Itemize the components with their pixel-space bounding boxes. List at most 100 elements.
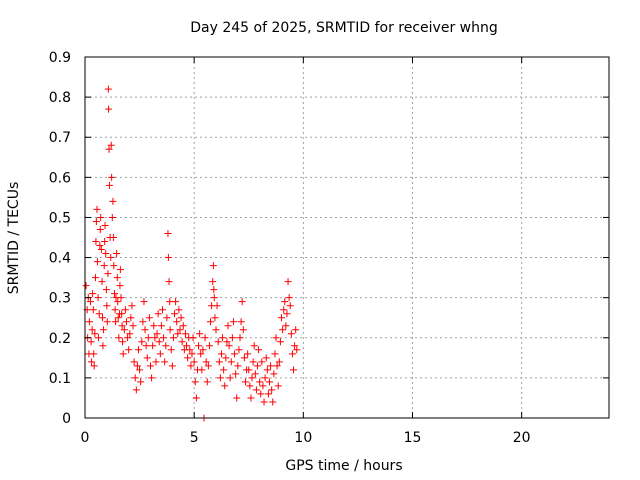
data-point xyxy=(90,350,98,358)
data-point xyxy=(281,298,289,306)
data-point xyxy=(161,358,169,366)
y-tick-label: 0.6 xyxy=(49,170,71,186)
data-point xyxy=(130,358,138,366)
data-point xyxy=(96,242,104,250)
data-point xyxy=(235,346,243,354)
data-point xyxy=(260,398,268,406)
data-point xyxy=(178,338,186,346)
data-point xyxy=(107,141,115,149)
data-point xyxy=(226,374,234,382)
data-point xyxy=(249,358,257,366)
data-point xyxy=(257,390,265,398)
data-point xyxy=(188,350,196,358)
data-point xyxy=(238,298,246,306)
data-point xyxy=(101,221,109,229)
data-point xyxy=(168,362,176,370)
data-point xyxy=(162,342,170,350)
data-point xyxy=(186,346,194,354)
data-point xyxy=(265,378,273,386)
y-tick-label: 0.9 xyxy=(49,50,71,66)
data-point xyxy=(197,350,205,358)
data-point xyxy=(171,310,179,318)
data-point xyxy=(116,282,124,290)
data-point xyxy=(227,358,235,366)
data-point xyxy=(284,278,292,286)
data-point xyxy=(251,370,259,378)
data-point xyxy=(212,326,220,334)
data-point xyxy=(288,350,296,358)
chart-title: Day 245 of 2025, SRMTID for receiver whn… xyxy=(190,20,498,36)
data-point xyxy=(259,382,267,390)
data-point xyxy=(276,338,284,346)
y-tick-label: 0.3 xyxy=(49,291,71,307)
axis-ticks: 0 0.1 0.2 0.3 0.4 0.5 0.6 0.7 0.8 0.9 0 5 10 15 20 xyxy=(49,50,609,446)
data-point xyxy=(269,398,277,406)
data-point xyxy=(167,346,175,354)
data-point xyxy=(258,358,266,366)
data-point xyxy=(129,322,137,330)
data-point xyxy=(155,338,163,346)
data-point xyxy=(156,350,164,358)
data-point xyxy=(153,330,161,338)
data-point xyxy=(111,306,119,314)
data-point xyxy=(89,306,97,314)
data-point xyxy=(234,362,242,370)
data-point xyxy=(164,229,172,237)
data-point xyxy=(152,358,160,366)
data-point xyxy=(189,334,197,342)
data-point xyxy=(241,378,249,386)
data-point xyxy=(283,310,291,318)
data-point xyxy=(133,362,141,370)
data-point xyxy=(209,278,217,286)
data-point xyxy=(144,334,152,342)
data-point xyxy=(87,338,95,346)
data-point xyxy=(97,246,105,254)
data-point xyxy=(220,366,228,374)
data-point xyxy=(267,362,275,370)
y-axis-label: SRMTID / TECUs xyxy=(6,182,22,295)
data-point xyxy=(217,350,225,358)
data-point xyxy=(120,326,128,334)
data-point xyxy=(195,342,203,350)
data-point xyxy=(202,358,210,366)
data-point xyxy=(141,326,149,334)
y-tick-label: 0.4 xyxy=(49,251,71,267)
data-point xyxy=(261,374,269,382)
data-point xyxy=(104,270,112,278)
data-point xyxy=(128,302,136,310)
y-tick-label: 0.1 xyxy=(49,371,71,387)
data-point xyxy=(239,326,247,334)
data-point xyxy=(291,342,299,350)
data-point xyxy=(201,334,209,342)
data-point xyxy=(132,386,140,394)
data-point xyxy=(160,334,168,342)
data-point xyxy=(105,105,113,113)
data-point xyxy=(88,326,96,334)
data-point xyxy=(89,290,97,298)
data-point xyxy=(245,366,253,374)
data-point xyxy=(237,318,245,326)
data-point xyxy=(137,378,145,386)
data-point xyxy=(105,181,113,189)
data-point xyxy=(151,334,159,342)
data-point xyxy=(143,354,151,362)
data-point xyxy=(256,378,264,386)
data-point xyxy=(92,238,100,246)
data-point xyxy=(110,290,118,298)
data-point xyxy=(285,294,293,302)
data-point xyxy=(214,338,222,346)
data-point xyxy=(209,262,217,270)
data-point xyxy=(176,326,184,334)
data-point xyxy=(131,374,139,382)
data-point xyxy=(224,322,232,330)
data-point xyxy=(270,370,278,378)
data-point xyxy=(190,358,198,366)
data-point xyxy=(222,354,230,362)
data-point xyxy=(98,278,106,286)
data-point xyxy=(203,378,211,386)
data-point xyxy=(210,286,218,294)
data-point xyxy=(121,306,129,314)
data-point xyxy=(268,386,276,394)
data-point xyxy=(207,318,215,326)
